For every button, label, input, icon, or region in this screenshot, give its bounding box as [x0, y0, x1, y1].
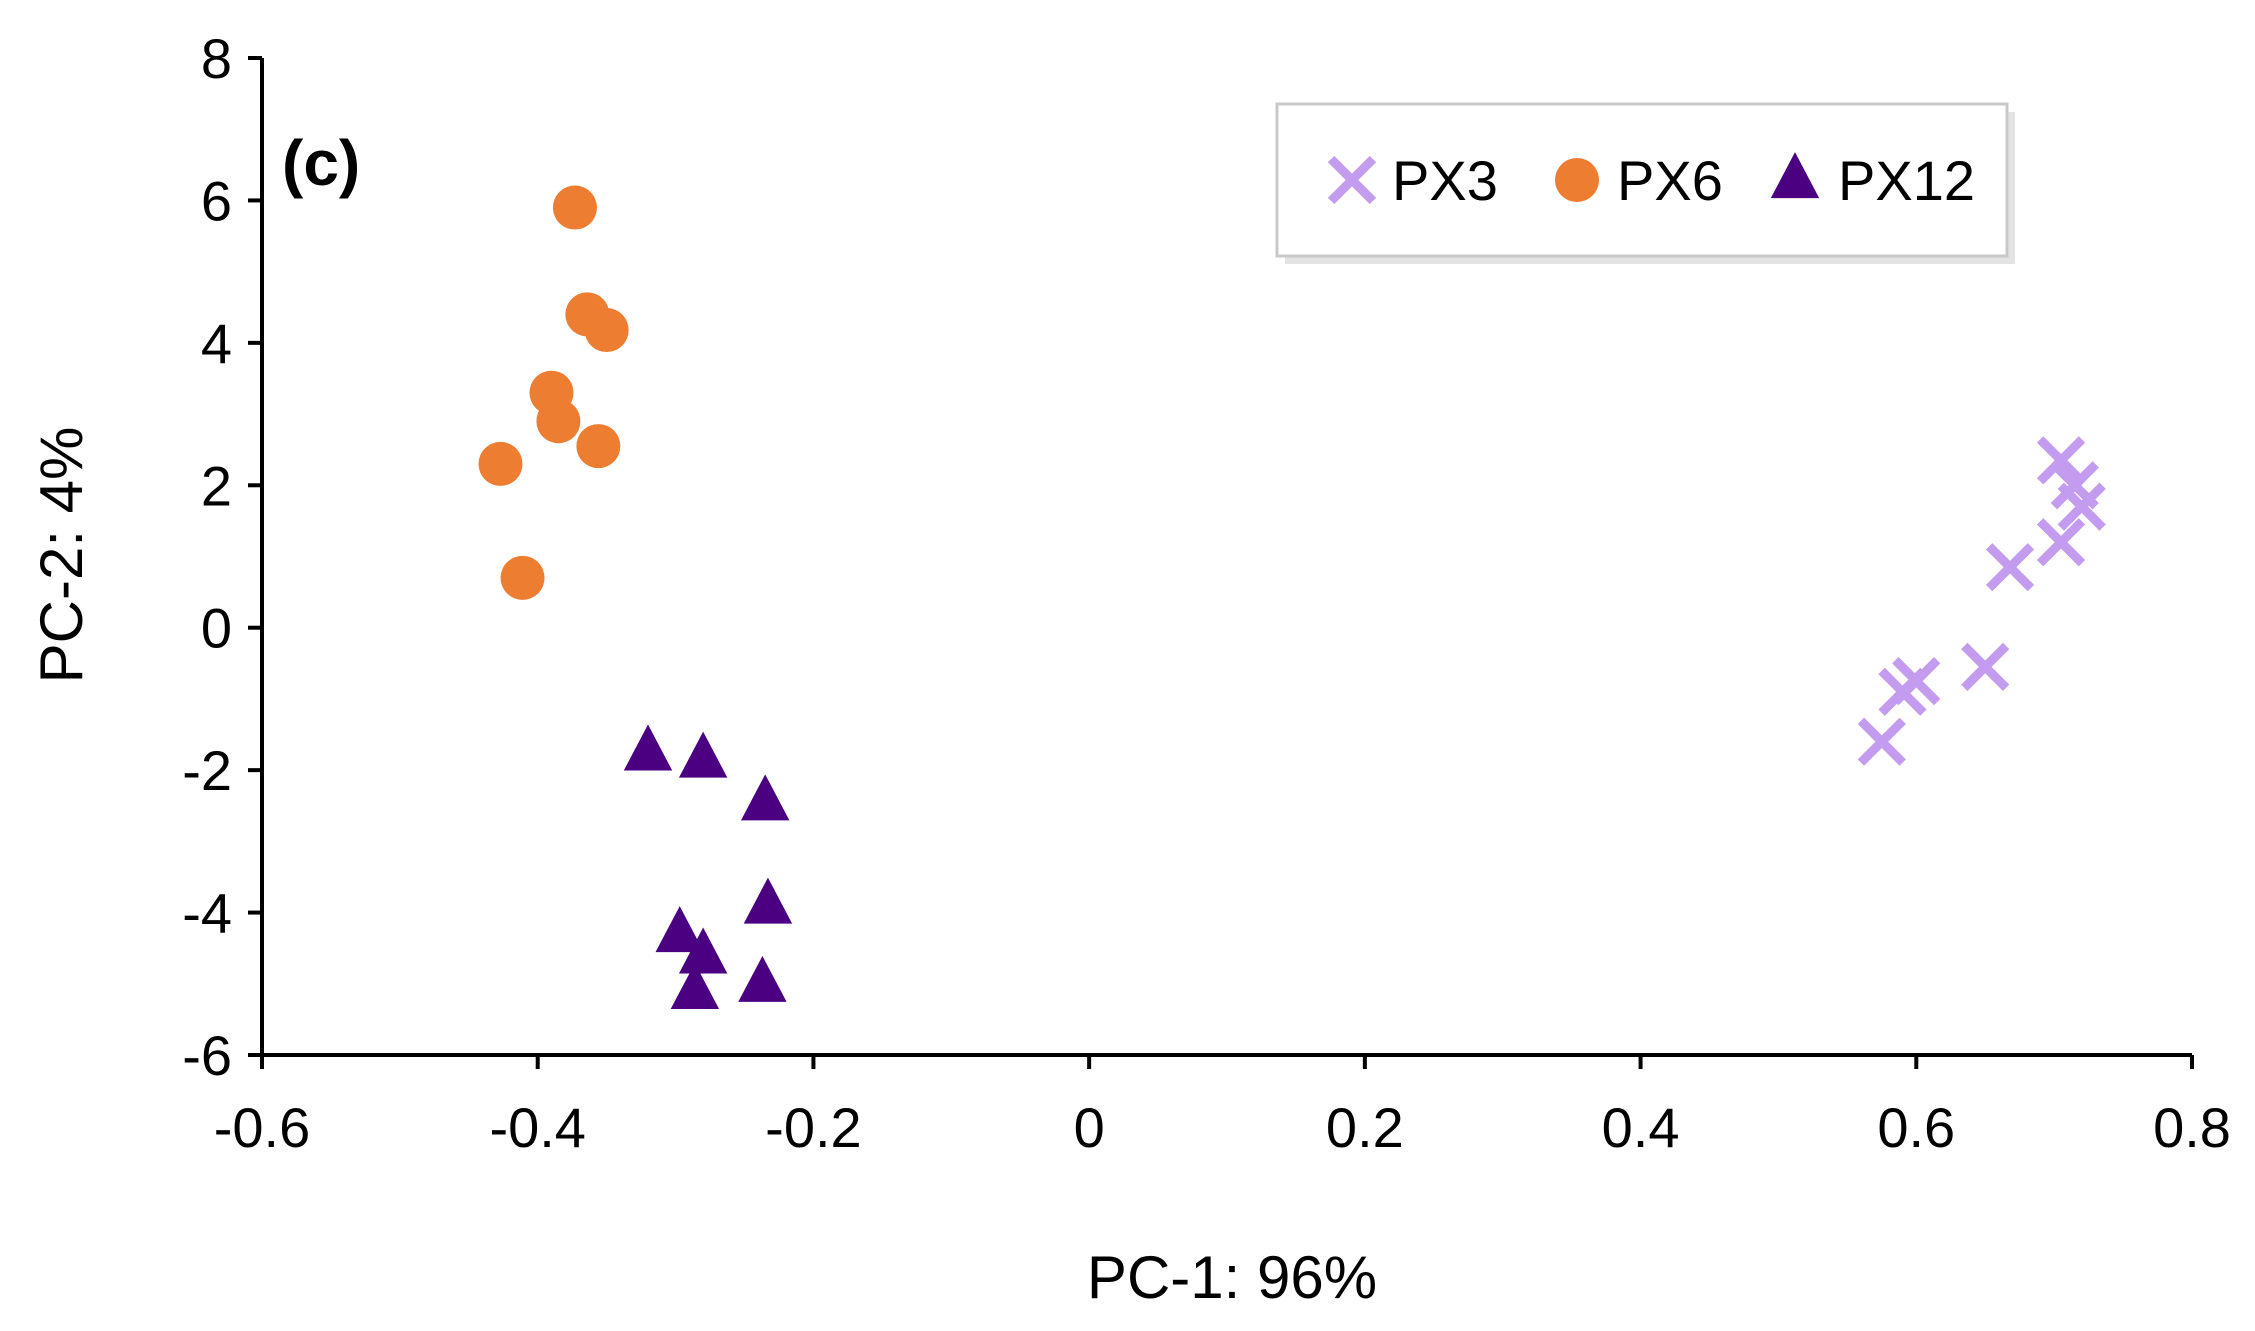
legend-items: PX3 PX6 PX12 [1327, 149, 1975, 212]
series-px3 [1857, 436, 2106, 766]
triangle-marker [740, 774, 790, 821]
y-tick-label: 2 [201, 454, 232, 517]
data-point-px12 [738, 955, 787, 1002]
y-tick-label: 0 [201, 597, 232, 660]
x-marker-stroke [1327, 155, 1377, 205]
circle-marker [584, 308, 629, 353]
axes [260, 58, 2192, 1057]
triangle-marker [743, 877, 793, 924]
data-point-px3 [1892, 657, 1941, 706]
data-point-px3 [2036, 436, 2086, 485]
data-point-px3 [2050, 461, 2099, 510]
data-point-px6 [576, 424, 621, 469]
axis-ticks: -6 -4 -2 0 2 4 6 8 -0.6 -0.4 -0.2 0 0.2 0.4 0.6 0.8 [182, 27, 2231, 1159]
circle-marker [1555, 158, 1599, 202]
x-marker-stroke [2057, 482, 2106, 531]
y-tick-label: -6 [182, 1024, 232, 1087]
triangle-marker [655, 906, 704, 953]
x-marker-stroke [1985, 543, 2035, 592]
x-marker-stroke [2036, 436, 2086, 485]
data-point-px12 [743, 877, 793, 924]
triangle-marker [738, 955, 787, 1002]
triangle-marker [678, 927, 728, 974]
x-tick-label: 0.4 [1602, 1096, 1680, 1159]
data-point-px6 [500, 555, 545, 600]
circle-marker [536, 399, 581, 444]
legend-label-px6: PX6 [1617, 149, 1723, 212]
x-tick-label: 0.8 [2153, 1096, 2231, 1159]
legend-marker-px6 [1555, 158, 1599, 202]
x-marker-stroke [1961, 642, 2010, 691]
legend-item-px6: PX6 [1555, 149, 1723, 212]
x-tick-label: -0.2 [765, 1096, 862, 1159]
legend-label-px12: PX12 [1838, 149, 1975, 212]
data-point-px12 [678, 731, 728, 778]
data-point-px12 [740, 774, 790, 821]
circle-marker [478, 441, 523, 486]
series-px12 [623, 724, 793, 1010]
x-marker-stroke [1857, 717, 1906, 766]
legend-item-px3: PX3 [1327, 149, 1498, 212]
data-point-px6 [584, 308, 629, 353]
triangle-marker [623, 724, 673, 771]
y-tick-label: 8 [201, 27, 232, 90]
legend-marker-px3 [1327, 155, 1377, 205]
series-px6 [478, 185, 629, 600]
legend-box [1275, 102, 2009, 258]
x-marker-stroke [1892, 657, 1941, 706]
y-tick-label: 4 [201, 312, 232, 375]
data-points [478, 185, 2106, 1010]
data-point-px3 [1985, 543, 2035, 592]
x-tick-label: 0.2 [1326, 1096, 1404, 1159]
triangle-marker [1770, 152, 1820, 199]
x-tick-label: -0.6 [214, 1096, 311, 1159]
panel-label: (c) [282, 127, 360, 199]
y-tick-label: -2 [182, 739, 232, 802]
x-marker-stroke [2050, 461, 2099, 510]
circle-marker [500, 555, 545, 600]
triangle-marker [670, 963, 720, 1010]
data-point-px12 [655, 906, 704, 953]
circle-marker [576, 424, 621, 469]
data-point-px6 [478, 441, 523, 486]
x-axis-title: PC-1: 96% [1087, 1244, 1377, 1311]
data-point-px12 [670, 963, 720, 1010]
x-tick-label: 0.6 [1877, 1096, 1955, 1159]
data-point-px12 [623, 724, 673, 771]
legend: PX3 PX6 PX12 [1275, 102, 2015, 264]
triangle-marker [678, 731, 728, 778]
data-point-px3 [1961, 642, 2010, 691]
data-point-px6 [552, 185, 597, 230]
y-axis-title: PC-2: 4% [28, 427, 95, 684]
legend-item-px12: PX12 [1770, 149, 1975, 212]
x-marker-stroke [2036, 518, 2086, 567]
legend-marker-px12 [1770, 152, 1820, 199]
x-tick-label: -0.4 [489, 1096, 586, 1159]
circle-marker [552, 185, 597, 230]
data-point-px12 [678, 927, 728, 974]
data-point-px6 [536, 399, 581, 444]
y-tick-label: -4 [182, 882, 232, 945]
y-tick-label: 6 [201, 169, 232, 232]
x-tick-label: 0 [1074, 1096, 1105, 1159]
legend-label-px3: PX3 [1392, 149, 1498, 212]
data-point-px3 [2036, 518, 2086, 567]
data-point-px3 [1857, 717, 1906, 766]
